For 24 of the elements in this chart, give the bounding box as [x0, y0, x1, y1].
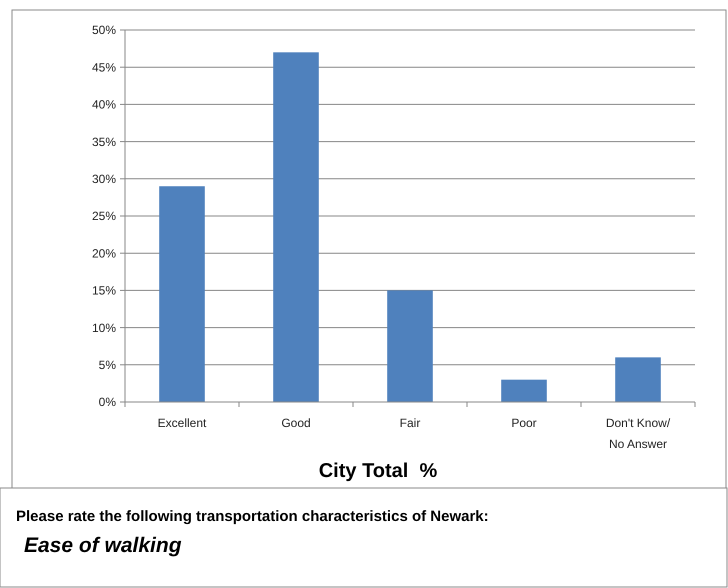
x-tick-label: Excellent	[158, 416, 208, 430]
text: City Total %	[318, 460, 438, 482]
y-tick-label: 40%	[92, 98, 116, 112]
y-tick-label: 20%	[92, 246, 116, 260]
x-tick-label: Fair	[400, 416, 420, 430]
y-tick-label: 0%	[98, 395, 116, 410]
bar	[615, 357, 661, 402]
y-tick-label: 50%	[92, 23, 116, 38]
y-tick-label: 45%	[92, 60, 116, 74]
y-tick-label: 10%	[92, 320, 116, 335]
bar	[159, 186, 205, 402]
x-tick-label: Good	[281, 416, 311, 430]
y-tick-label: 30%	[92, 172, 116, 186]
y-tick-label: 25%	[92, 209, 116, 224]
text: Ease of walking	[24, 534, 182, 557]
y-tick-label: 35%	[92, 134, 116, 149]
text: Please rate the following transportation characteristics of Newark:	[16, 508, 489, 525]
bar	[273, 52, 319, 402]
y-tick-label: 15%	[92, 284, 116, 298]
x-tick-label: Don't Know/ No Answer	[606, 416, 671, 451]
y-tick-label: 5%	[98, 358, 116, 372]
bar	[501, 380, 547, 402]
x-tick-label: Poor	[511, 416, 537, 430]
bar	[387, 290, 433, 402]
